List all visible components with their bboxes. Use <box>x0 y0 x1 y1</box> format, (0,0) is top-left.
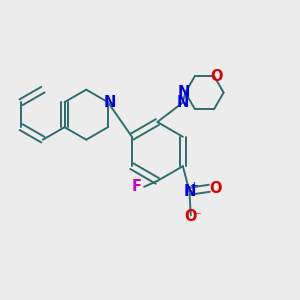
Text: O: O <box>184 209 197 224</box>
Text: N: N <box>103 95 116 110</box>
Text: N: N <box>178 85 190 100</box>
Text: F: F <box>132 179 142 194</box>
Text: O: O <box>210 181 222 196</box>
Text: N: N <box>176 95 189 110</box>
Text: O: O <box>211 68 223 83</box>
Text: ⁻: ⁻ <box>194 210 201 223</box>
Text: N: N <box>183 184 196 199</box>
Text: +: + <box>190 181 199 191</box>
